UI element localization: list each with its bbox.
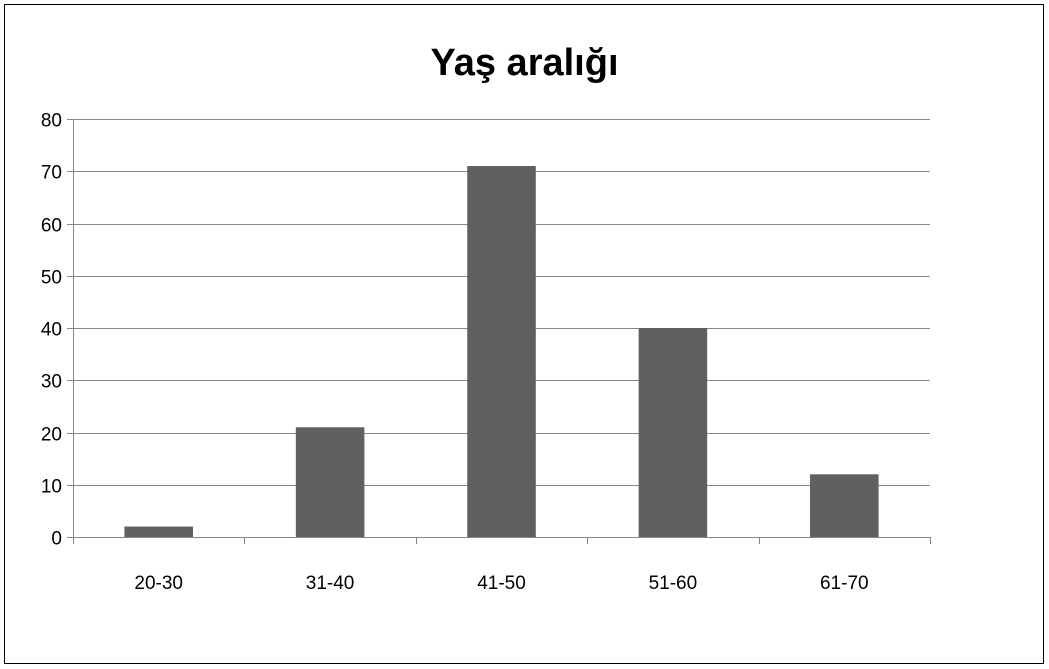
tick-labels: 0 10 20 30 40 50 60 70 80 20-30 31-40 41-50 51-60 61-… — [41, 111, 869, 595]
x-tick-label: 20-30 — [134, 573, 183, 594]
bar-51-60 — [639, 328, 708, 537]
bar-61-70 — [810, 474, 879, 537]
bars — [124, 166, 878, 537]
x-tick-label: 31-40 — [306, 573, 355, 594]
bar-31-40 — [296, 427, 365, 537]
y-tick-label: 0 — [51, 529, 62, 550]
y-tick-label: 30 — [41, 372, 62, 393]
y-tick-label: 10 — [41, 477, 62, 498]
y-tick-label: 60 — [41, 216, 62, 237]
x-tick-label: 51-60 — [649, 573, 698, 594]
y-tick-label: 20 — [41, 425, 62, 446]
y-tick-label: 40 — [41, 320, 62, 341]
y-tick-label: 80 — [41, 111, 62, 132]
x-tick-label: 61-70 — [820, 573, 869, 594]
bar-41-50 — [467, 166, 536, 537]
x-tick-label: 41-50 — [477, 573, 526, 594]
y-tick-label: 50 — [41, 268, 62, 289]
bar-20-30 — [124, 527, 193, 537]
y-tick-label: 70 — [41, 163, 62, 184]
